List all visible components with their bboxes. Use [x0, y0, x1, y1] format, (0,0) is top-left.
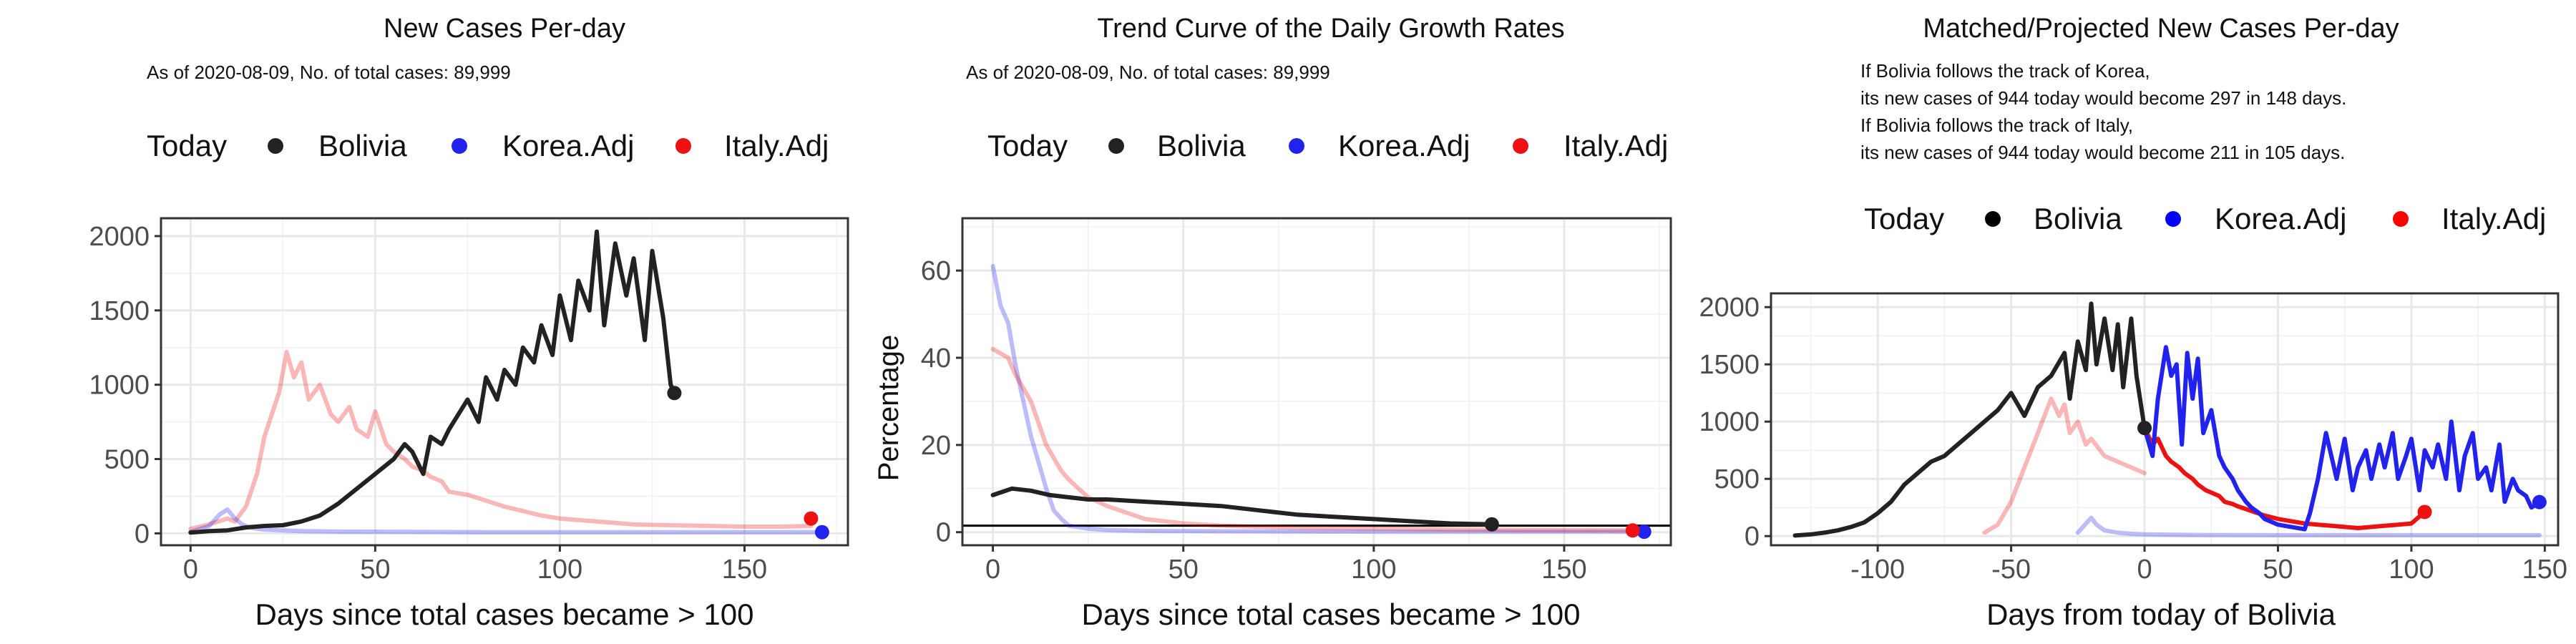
- legend-label-bolivia: Bolivia: [1157, 129, 1246, 162]
- today-point: [2137, 421, 2152, 436]
- panel-projected: Matched/Projected New Cases Per-day If B…: [1699, 14, 2567, 631]
- legend-label-bolivia: Bolivia: [2034, 202, 2122, 235]
- x-tick-label: 150: [1541, 555, 1586, 585]
- y-tick-label: 500: [104, 445, 150, 475]
- plot-frame: [961, 217, 1672, 547]
- x-tick-label: 0: [2137, 555, 2152, 585]
- x-tick-label: 100: [537, 555, 582, 585]
- legend-key-korea: [1289, 138, 1304, 154]
- today-point: [2532, 494, 2547, 509]
- x-tick-label: 100: [2389, 555, 2434, 585]
- annotation-line: its new cases of 944 today would become …: [1860, 87, 2346, 109]
- today-point: [2417, 504, 2432, 519]
- legend-label-korea: Korea.Adj: [2215, 202, 2346, 235]
- y-tick-label: 0: [1745, 522, 1760, 552]
- chart-title: Trend Curve of the Daily Growth Rates: [1097, 14, 1564, 44]
- legend-title: Today: [147, 129, 227, 162]
- panel-growth-rates: Trend Curve of the Daily Growth Rates As…: [873, 14, 1672, 631]
- annotation-line: its new cases of 944 today would become …: [1860, 142, 2345, 163]
- legend-key-korea: [452, 138, 467, 154]
- plot-frame: [1770, 292, 2560, 547]
- x-tick-label: 0: [183, 555, 198, 585]
- today-point: [814, 525, 829, 540]
- y-tick-label: 1500: [1699, 350, 1760, 380]
- x-tick-label: 50: [2263, 555, 2293, 585]
- series-line: [188, 507, 824, 535]
- series-line: [1982, 396, 2147, 535]
- y-tick-label: 60: [921, 256, 951, 286]
- chart-title: Matched/Projected New Cases Per-day: [1923, 14, 2399, 44]
- legend-key-bolivia: [268, 138, 283, 154]
- legend-title: Today: [987, 129, 1068, 162]
- x-axis-label: Days since total cases became > 100: [1082, 597, 1581, 631]
- x-tick-label: 100: [1351, 555, 1396, 585]
- today-point: [1625, 523, 1640, 538]
- legend-title: Today: [1864, 202, 1944, 235]
- y-tick-label: 2000: [1699, 293, 1760, 323]
- series-line: [990, 346, 1635, 533]
- x-tick-label: 150: [2522, 555, 2567, 585]
- series-line: [188, 229, 677, 535]
- panel-new-cases: New Cases Per-day As of 2020-08-09, No. …: [89, 14, 849, 631]
- plot-area: 0 50 100 150 0 20 40 60: [921, 217, 1672, 585]
- y-tick-label: 1000: [89, 371, 150, 401]
- chart-title: New Cases Per-day: [384, 14, 625, 44]
- legend: Today Bolivia Korea.Adj Italy.Adj: [987, 129, 1668, 162]
- y-axis-label: Percentage: [873, 335, 904, 482]
- today-point: [1636, 525, 1652, 540]
- legend-label-italy: Italy.Adj: [2441, 202, 2546, 235]
- legend-key-korea: [2165, 211, 2181, 227]
- annotation: If Bolivia follows the track of Korea, i…: [1860, 60, 2346, 163]
- legend-key-italy: [675, 138, 691, 154]
- series-line: [990, 486, 1494, 527]
- x-tick-label: 150: [722, 555, 767, 585]
- legend-label-italy: Italy.Adj: [1563, 129, 1668, 162]
- x-axis-label: Days from today of Bolivia: [1986, 597, 2336, 631]
- series-line: [2142, 426, 2427, 530]
- annotation-line: If Bolivia follows the track of Italy,: [1860, 114, 2133, 136]
- y-tick-label: 40: [921, 343, 951, 374]
- legend: Today Bolivia Korea.Adj Italy.Adj: [147, 129, 829, 162]
- y-tick-label: 0: [936, 518, 951, 548]
- legend-key-bolivia: [1108, 138, 1124, 154]
- x-tick-label: 0: [985, 555, 1000, 585]
- x-tick-label: 50: [360, 555, 390, 585]
- x-tick-label: -50: [1991, 555, 2031, 585]
- x-tick-label: 50: [1169, 555, 1199, 585]
- y-tick-label: 2000: [89, 222, 150, 252]
- legend-key-italy: [1513, 138, 1528, 154]
- legend-label-italy: Italy.Adj: [724, 129, 829, 162]
- plot-background: [962, 218, 1671, 545]
- y-tick-label: 500: [1714, 464, 1760, 494]
- series-line: [1792, 301, 2147, 538]
- legend-label-korea: Korea.Adj: [502, 129, 634, 162]
- y-tick-label: 1500: [89, 296, 150, 326]
- legend-label-korea: Korea.Adj: [1338, 129, 1470, 162]
- today-point: [667, 386, 682, 401]
- y-tick-label: 20: [921, 431, 951, 461]
- plot-frame: [160, 217, 849, 547]
- chart-subtitle: As of 2020-08-09, No. of total cases: 89…: [966, 62, 1330, 83]
- x-axis-label: Days since total cases became > 100: [255, 597, 754, 631]
- series-line: [188, 350, 814, 532]
- annotation-line: If Bolivia follows the track of Korea,: [1860, 60, 2150, 82]
- series-line: [2142, 345, 2542, 532]
- series-line: [990, 264, 1646, 535]
- x-tick-label: -100: [1850, 555, 1905, 585]
- y-tick-label: 1000: [1699, 407, 1760, 437]
- today-point: [1484, 517, 1499, 532]
- y-tick-label: 0: [135, 519, 150, 549]
- series-line: [2075, 515, 2542, 537]
- today-point: [804, 511, 819, 526]
- chart-subtitle: As of 2020-08-09, No. of total cases: 89…: [147, 62, 511, 83]
- legend: Today Bolivia Korea.Adj Italy.Adj: [1864, 202, 2546, 235]
- legend-key-italy: [2393, 211, 2409, 227]
- legend-label-bolivia: Bolivia: [318, 129, 407, 162]
- legend-key-bolivia: [1985, 211, 2001, 227]
